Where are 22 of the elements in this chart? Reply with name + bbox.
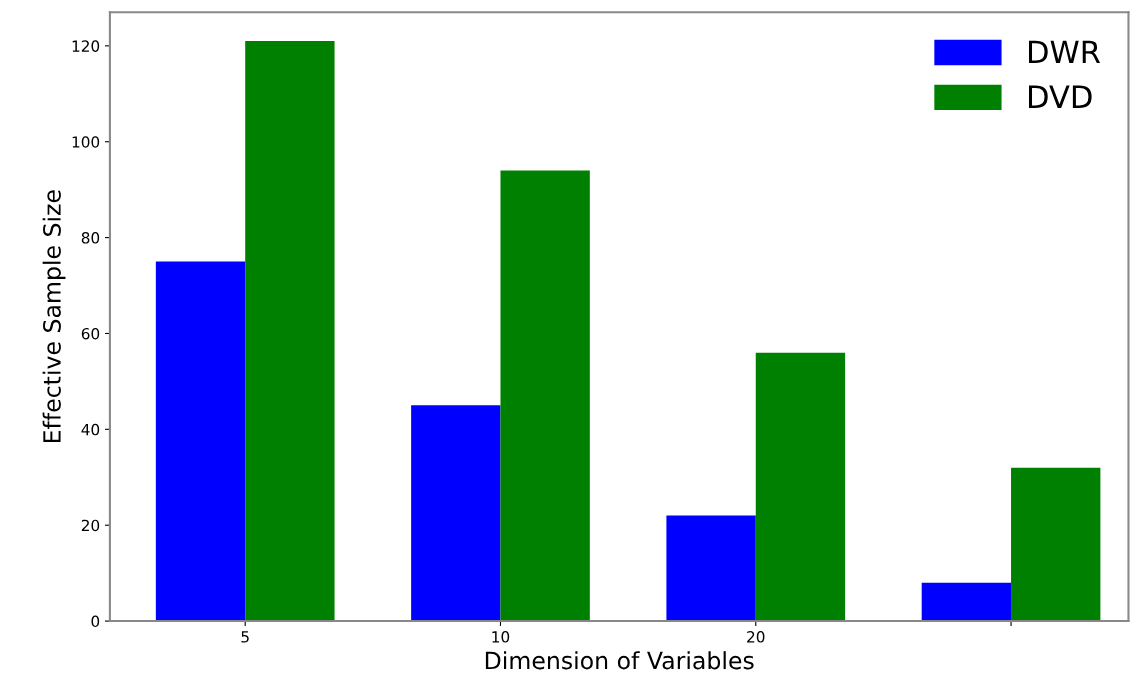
bar <box>411 405 501 622</box>
y-tick-label: 100 <box>72 136 100 148</box>
legend-label: DVD <box>1029 85 1092 108</box>
x-axis-title: Dimension of Variables <box>485 651 754 670</box>
bar <box>245 41 335 622</box>
bar <box>666 515 756 622</box>
y-tick-label: 20 <box>81 519 100 532</box>
bar <box>155 261 246 622</box>
y-tick-label: 120 <box>72 40 100 52</box>
x-tick-label: 5 <box>241 631 249 643</box>
y-axis-title: Effective Sample Size <box>42 190 66 443</box>
bar <box>500 170 590 622</box>
bar <box>755 352 846 622</box>
legend-label: DWR <box>1029 40 1101 64</box>
y-tick-label: 60 <box>81 327 100 340</box>
x-tick-label: 10 <box>492 631 510 643</box>
bar <box>921 582 1012 622</box>
bar <box>1011 467 1101 622</box>
y-tick-label: 80 <box>81 232 100 244</box>
y-tick-label: 0 <box>91 615 100 628</box>
y-tick-label: 40 <box>81 423 100 436</box>
x-tick-label: 20 <box>747 631 765 643</box>
